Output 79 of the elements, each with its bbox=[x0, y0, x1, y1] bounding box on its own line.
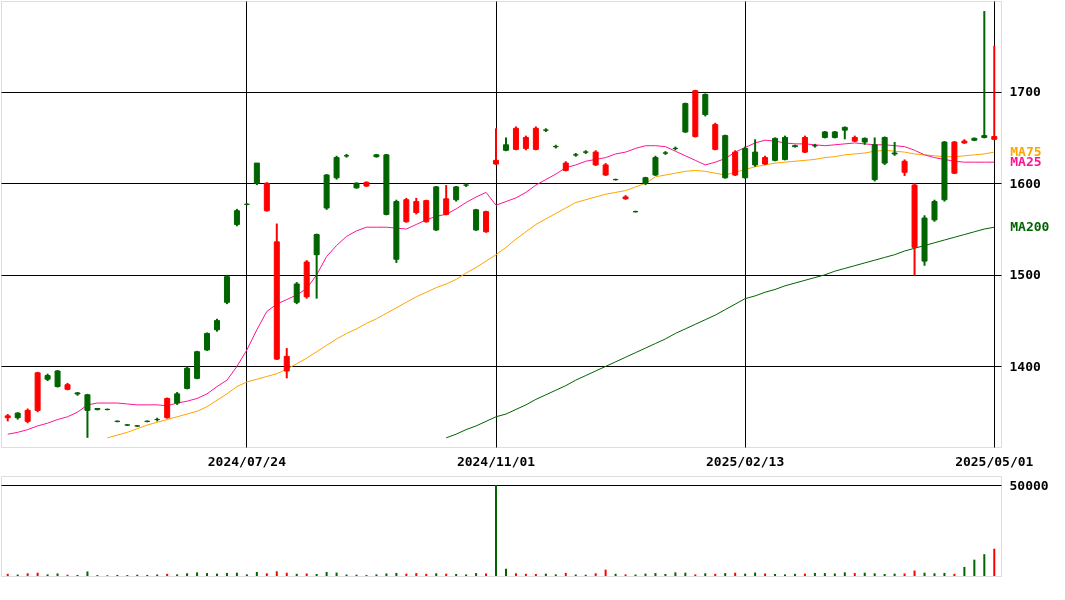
bar bbox=[26, 573, 29, 576]
bar bbox=[993, 548, 996, 576]
bar bbox=[594, 573, 597, 576]
bar bbox=[714, 573, 717, 576]
bar bbox=[206, 573, 209, 576]
bar bbox=[385, 573, 388, 576]
y-tick-label: 50000 bbox=[1009, 477, 1049, 493]
series-label: MA200 bbox=[1010, 219, 1050, 235]
candlestick bbox=[981, 10, 988, 140]
y-tick-label: 1600 bbox=[1009, 175, 1041, 191]
candlestick bbox=[283, 347, 290, 380]
bar bbox=[853, 573, 856, 576]
x-tick-label: 2025/05/01 bbox=[955, 453, 1034, 469]
bar bbox=[495, 485, 498, 576]
candlestick bbox=[84, 392, 91, 439]
bar bbox=[953, 573, 956, 576]
bar bbox=[873, 573, 876, 576]
bar bbox=[325, 572, 328, 576]
bar bbox=[435, 573, 438, 576]
bar bbox=[564, 572, 567, 576]
bar bbox=[425, 573, 428, 576]
bar bbox=[654, 573, 657, 576]
candlestick bbox=[702, 92, 709, 118]
y-tick-label: 1700 bbox=[1009, 84, 1041, 100]
bar bbox=[913, 570, 916, 576]
candlestick bbox=[931, 198, 938, 223]
bar bbox=[485, 573, 488, 576]
bar bbox=[225, 572, 228, 576]
bar bbox=[514, 573, 517, 576]
bar bbox=[86, 571, 89, 576]
bar bbox=[704, 573, 707, 576]
bar bbox=[524, 573, 527, 576]
bar bbox=[255, 572, 258, 576]
bar bbox=[833, 573, 836, 576]
candlestick bbox=[991, 44, 998, 142]
bar bbox=[793, 573, 796, 576]
candlestick bbox=[493, 127, 500, 166]
candlestick bbox=[443, 184, 450, 217]
bar bbox=[475, 573, 478, 576]
bar bbox=[813, 572, 816, 576]
bar bbox=[983, 554, 986, 576]
bar bbox=[186, 573, 189, 576]
candlestick bbox=[403, 196, 410, 224]
x-tick-label: 2024/07/24 bbox=[207, 453, 287, 469]
bar bbox=[6, 573, 9, 576]
bar bbox=[275, 571, 278, 576]
bar bbox=[265, 573, 268, 576]
candlestick bbox=[652, 154, 659, 177]
bar bbox=[305, 573, 308, 576]
bar bbox=[415, 573, 418, 576]
bar bbox=[166, 573, 169, 576]
bar bbox=[196, 572, 199, 576]
bar bbox=[614, 573, 617, 576]
bar bbox=[504, 568, 507, 576]
candlestick bbox=[782, 134, 789, 162]
bar bbox=[963, 566, 966, 576]
bar bbox=[604, 569, 607, 576]
candlestick bbox=[732, 149, 739, 177]
bar bbox=[724, 573, 727, 576]
candlestick bbox=[293, 281, 300, 306]
bar bbox=[56, 573, 59, 576]
x-tick-label: 2024/11/01 bbox=[456, 453, 536, 469]
bar bbox=[764, 573, 767, 576]
bar bbox=[395, 572, 398, 576]
x-tick-label: 2025/02/13 bbox=[706, 453, 785, 469]
y-tick-label: 1400 bbox=[1009, 358, 1041, 374]
candlestick bbox=[313, 232, 320, 300]
bar bbox=[295, 573, 298, 576]
bar bbox=[943, 572, 946, 576]
candlestick bbox=[752, 138, 759, 168]
bar bbox=[674, 572, 677, 576]
bar bbox=[933, 573, 936, 576]
candlestick bbox=[253, 162, 260, 187]
bar bbox=[843, 572, 846, 576]
bar bbox=[903, 573, 906, 576]
candlestick bbox=[333, 154, 340, 181]
bar bbox=[823, 573, 826, 576]
bar bbox=[973, 559, 976, 576]
y-tick-label: 1500 bbox=[1009, 267, 1041, 283]
